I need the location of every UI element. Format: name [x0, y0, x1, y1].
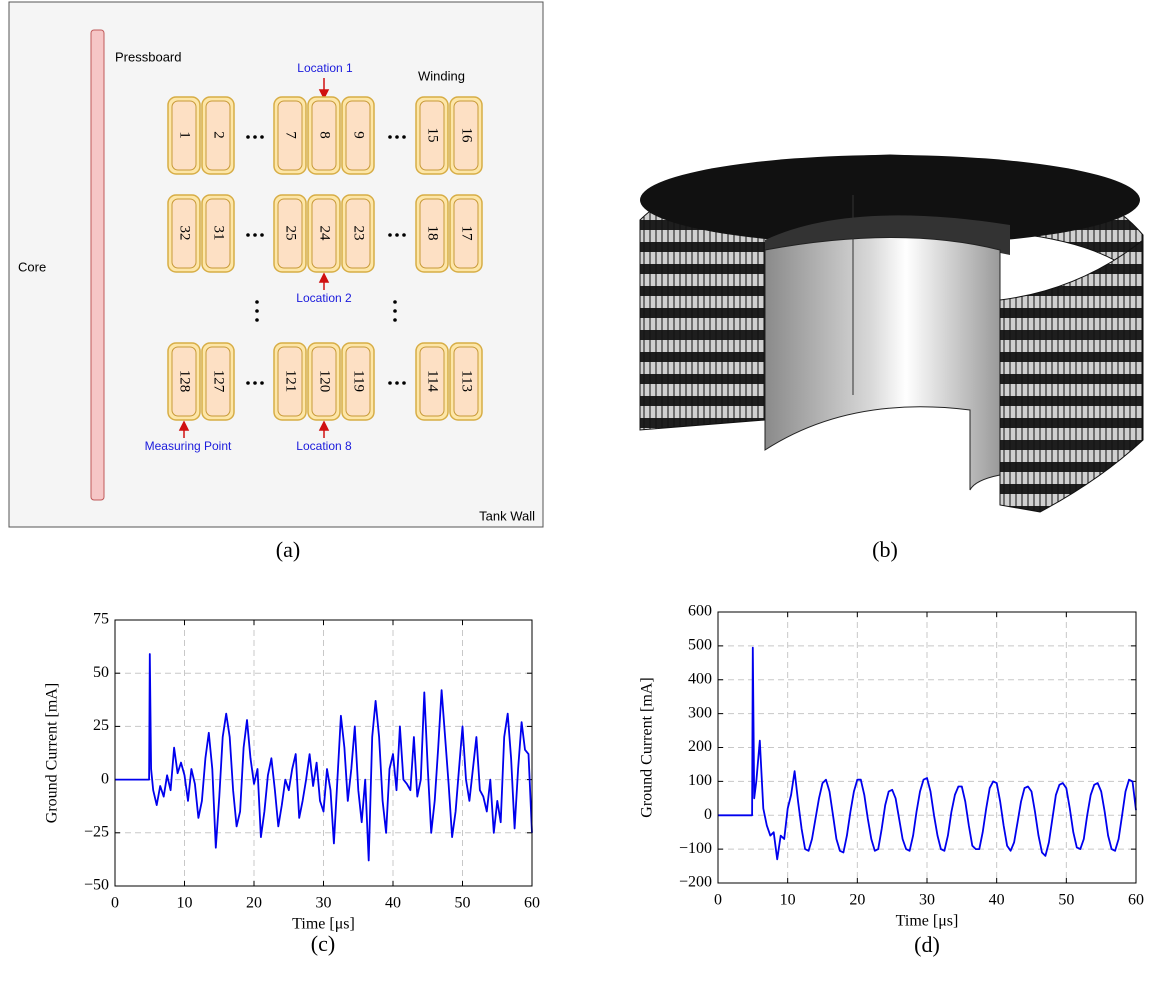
ellipsis-dot: [253, 381, 257, 385]
y-axis-label: Ground Current [mA]: [44, 683, 61, 823]
coil-number: 7: [283, 131, 299, 139]
ellipsis-dot: [246, 135, 250, 139]
x-tick-label: 20: [849, 892, 865, 909]
x-tick-label: 60: [1128, 892, 1144, 909]
y-tick-label: 300: [688, 704, 712, 721]
coil-number: 24: [317, 226, 333, 242]
ellipsis-dot: [395, 233, 399, 237]
caption: (d): [914, 932, 940, 957]
coil-number: 119: [351, 370, 367, 392]
coil-number: 15: [425, 128, 441, 143]
coil-number: 8: [317, 131, 333, 139]
winding-label: Winding: [418, 68, 465, 83]
ellipsis-dot: [393, 300, 397, 304]
coil-number: 113: [459, 370, 475, 392]
ellipsis-dot: [253, 135, 257, 139]
coil-number: 23: [351, 226, 367, 241]
ellipsis-dot: [246, 381, 250, 385]
location-label: Location 1: [297, 61, 353, 75]
coil-number: 32: [177, 226, 193, 241]
coil-number: 25: [283, 226, 299, 241]
x-tick-label: 50: [455, 895, 471, 912]
figure: Pressboard Core Winding Tank Wall Locati…: [0, 0, 1153, 992]
y-tick-label: −25: [84, 823, 109, 840]
ellipsis-dot: [255, 300, 259, 304]
caption: (c): [311, 931, 335, 956]
ellipsis-dot: [246, 233, 250, 237]
x-axis-label: Time [μs]: [292, 916, 355, 933]
ellipsis-dot: [255, 309, 259, 313]
ellipsis-dot: [388, 135, 392, 139]
y-tick-label: 0: [704, 806, 712, 823]
ellipsis-dot: [393, 309, 397, 313]
y-tick-label: 600: [688, 603, 712, 620]
y-tick-label: −100: [679, 840, 712, 857]
x-tick-label: 30: [919, 892, 935, 909]
coil-number: 2: [211, 131, 227, 139]
y-tick-label: 75: [93, 611, 109, 628]
y-tick-label: 100: [688, 772, 712, 789]
y-tick-label: 500: [688, 637, 712, 654]
caption: (b): [872, 537, 898, 562]
ellipsis-dot: [395, 381, 399, 385]
coil-number: 120: [317, 370, 333, 393]
location-label: Measuring Point: [145, 439, 232, 453]
ellipsis-dot: [402, 381, 406, 385]
x-axis-label: Time [μs]: [896, 913, 959, 930]
coil-number: 127: [211, 370, 227, 393]
x-tick-label: 30: [316, 895, 332, 912]
coil-number: 18: [425, 226, 441, 241]
coil-number: 16: [459, 128, 475, 144]
ellipsis-dot: [388, 233, 392, 237]
coil-number: 17: [459, 226, 475, 242]
ellipsis-dot: [393, 318, 397, 322]
location-label: Location 8: [296, 439, 352, 453]
x-tick-label: 60: [524, 895, 540, 912]
ellipsis-dot: [255, 318, 259, 322]
x-tick-label: 50: [1058, 892, 1074, 909]
ellipsis-dot: [260, 233, 264, 237]
y-tick-label: 0: [101, 770, 109, 787]
coil-number: 114: [425, 370, 441, 392]
core-label: Core: [18, 259, 46, 274]
ellipsis-dot: [402, 233, 406, 237]
coil-render: [640, 155, 1143, 512]
ellipsis-dot: [253, 233, 257, 237]
x-tick-label: 40: [989, 892, 1005, 909]
x-tick-label: 10: [780, 892, 796, 909]
pressboard-bar: [91, 30, 104, 500]
coil-number: 128: [177, 370, 193, 393]
line-chart: −200 −100 0 100 200 300 400 500 600 0 10 20 30 40 50 60…: [639, 603, 1144, 930]
y-tick-label: 400: [688, 670, 712, 687]
coil-number: 121: [283, 370, 299, 393]
ellipsis-dot: [395, 135, 399, 139]
y-axis-label: Ground Current [mA]: [639, 677, 656, 817]
x-tick-label: 10: [177, 895, 193, 912]
ellipsis-dot: [402, 135, 406, 139]
tank-wall-label: Tank Wall: [479, 508, 535, 523]
y-tick-label: −200: [679, 874, 712, 891]
ellipsis-dot: [388, 381, 392, 385]
y-tick-label: 200: [688, 738, 712, 755]
location-label: Location 2: [296, 291, 352, 305]
y-tick-label: 25: [93, 717, 109, 734]
ellipsis-dot: [260, 135, 264, 139]
ellipsis-dot: [260, 381, 264, 385]
y-tick-label: −50: [84, 877, 109, 894]
x-tick-label: 0: [714, 892, 722, 909]
caption: (a): [276, 537, 300, 562]
winding-diagram: Pressboard Core Winding Tank Wall Locati…: [9, 2, 543, 527]
line-chart: −50 −25 0 25 50 75 0 10 20 30 40 50 60 Time [μs] Groun…: [44, 611, 540, 933]
x-tick-label: 0: [111, 895, 119, 912]
coil-number: 1: [177, 131, 193, 139]
coil-number: 31: [211, 226, 227, 241]
x-tick-label: 20: [246, 895, 262, 912]
pressboard-label: Pressboard: [115, 49, 181, 64]
x-tick-label: 40: [385, 895, 401, 912]
coil-number: 9: [351, 131, 367, 139]
y-tick-label: 50: [93, 664, 109, 681]
